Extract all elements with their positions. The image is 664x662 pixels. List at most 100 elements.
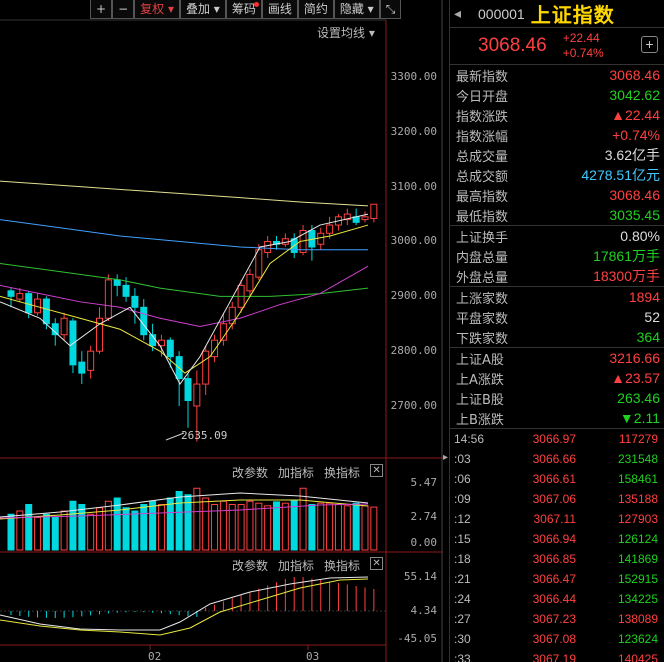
tick-price: 3066.66 xyxy=(532,452,576,466)
toolbar-button[interactable]: − xyxy=(112,0,135,19)
price-tick-label: 3200.00 xyxy=(390,125,437,138)
volume-bar-down xyxy=(7,513,15,551)
tick-price: 3066.97 xyxy=(532,432,576,446)
price-tick-label: 2700.00 xyxy=(390,399,437,412)
quote-row: 上证A股 3216.66 xyxy=(450,348,664,368)
quote-row-label: 平盘家数 xyxy=(456,311,509,327)
tick-time: :27 xyxy=(454,612,471,626)
toolbar-button[interactable]: + xyxy=(90,0,113,19)
candle-down xyxy=(140,306,148,336)
volume-bar-up xyxy=(246,500,254,551)
volume-bar-down xyxy=(69,500,77,551)
toolbar-button[interactable]: 简约 xyxy=(297,0,334,19)
quote-row-label: 最高指数 xyxy=(456,189,509,205)
add-indicator-button[interactable]: 加指标 xyxy=(278,559,315,573)
panel-collapse-handle[interactable]: ▸ xyxy=(443,452,449,463)
toolbar-button[interactable]: ⤡ xyxy=(379,0,402,19)
volume-bar-up xyxy=(193,487,201,551)
quote-row-value: 18300万手 xyxy=(593,268,660,284)
quote-row: 外盘总量 18300万手 xyxy=(450,266,664,286)
close-icon[interactable]: ✕ xyxy=(370,464,384,477)
quote-row-label: 上证换手 xyxy=(456,230,509,246)
quote-row-label: 最低指数 xyxy=(456,209,509,225)
tick-time: :33 xyxy=(454,652,471,662)
volume-bar-down xyxy=(352,502,360,551)
volume-bar-up xyxy=(264,505,272,551)
tick-time: :12 xyxy=(454,512,471,526)
toolbar-button[interactable]: 筹码 xyxy=(225,0,262,19)
toolbar-button[interactable]: 叠加 ▾ xyxy=(179,0,226,19)
candle-up xyxy=(104,279,112,319)
tick-price: 3066.94 xyxy=(532,532,576,546)
volume-bar-up xyxy=(60,510,68,551)
candle-down xyxy=(51,323,59,336)
candle-down xyxy=(113,279,121,286)
tick-price: 3066.47 xyxy=(532,572,576,586)
add-indicator-button[interactable]: 加指标 xyxy=(278,466,315,480)
back-arrow-icon[interactable]: ◂ xyxy=(454,5,462,21)
quote-row-label: 最新指数 xyxy=(456,69,509,85)
toolbar-button[interactable]: 复权 ▾ xyxy=(134,0,180,19)
candle-up xyxy=(343,213,351,221)
change-param-button[interactable]: 改参数 xyxy=(232,559,269,573)
quote-row: 上证B股 263.46 xyxy=(450,388,664,408)
volume-bar-down xyxy=(122,507,130,551)
low-price-annotation: 2635.09 xyxy=(181,429,228,442)
tick-row: :21 3066.47 152915 xyxy=(450,569,664,589)
volume-bar-up xyxy=(237,504,245,551)
quote-row: 上A涨跌 ▲23.57 xyxy=(450,368,664,388)
tick-time: :21 xyxy=(454,572,471,586)
set-ma-button[interactable]: 设置均线 ▾ xyxy=(317,26,375,40)
tick-volume: 126124 xyxy=(617,532,658,546)
toolbar-button[interactable]: 隐藏 ▾ xyxy=(333,0,380,19)
quote-row: 平盘家数 52 xyxy=(450,307,664,327)
close-icon[interactable]: ✕ xyxy=(370,557,384,570)
price-tick-label: 3100.00 xyxy=(390,180,437,193)
price-tick-label: 2900.00 xyxy=(390,289,437,302)
volume-bar-down xyxy=(175,491,183,551)
volume-bar-down xyxy=(42,513,50,551)
candle-down xyxy=(7,290,15,297)
candle-up xyxy=(361,216,369,221)
kline-chart-area[interactable]: + − 复权 ▾ 叠加 ▾ 筹码 画线 简约 隐藏 ▾ ⤡ 设置均线 ▾ 3300.00 320… xyxy=(0,0,443,662)
tick-price: 3067.11 xyxy=(533,512,577,526)
quote-row-value: 3042.62 xyxy=(609,87,660,103)
tick-row: :09 3067.06 135188 xyxy=(450,489,664,509)
kline-chart-canvas[interactable] xyxy=(0,0,443,662)
candle-up xyxy=(211,339,219,358)
volume-bar-down xyxy=(78,504,86,551)
price-tick-label: 3000.00 xyxy=(390,234,437,247)
toolbar-button[interactable]: 画线 xyxy=(261,0,298,19)
tick-time: :09 xyxy=(454,492,471,506)
quote-row: 最高指数 3068.46 xyxy=(450,185,664,205)
tick-time: :03 xyxy=(454,452,471,466)
volume-ma20-line xyxy=(0,503,369,519)
stock-code: 000001 xyxy=(478,5,525,22)
quote-row-value: 52 xyxy=(644,309,660,325)
quote-row: 总成交额 4278.51亿元 xyxy=(450,165,664,185)
candle-up xyxy=(202,350,210,385)
volume-bar-down xyxy=(308,504,316,551)
macd-tick-label: -45.05 xyxy=(397,632,437,645)
quote-row-label: 今日开盘 xyxy=(456,89,509,105)
change-param-button[interactable]: 改参数 xyxy=(232,466,269,480)
quote-row: 指数涨跌 ▲22.44 xyxy=(450,105,664,125)
quote-row-label: 上涨家数 xyxy=(456,291,509,307)
price-tick-label: 3300.00 xyxy=(390,70,437,83)
quote-row: 最新指数 3068.46 xyxy=(450,65,664,85)
add-watchlist-button[interactable]: + xyxy=(641,36,658,53)
quote-row-value: +0.74% xyxy=(612,127,660,143)
tick-price: 3067.06 xyxy=(532,492,576,506)
switch-indicator-button[interactable]: 换指标 xyxy=(324,559,361,573)
volume-bar-up xyxy=(96,507,103,551)
volume-bar-down xyxy=(131,510,139,551)
quote-row: 上证换手 0.80% xyxy=(450,226,664,246)
quote-row: 总成交量 3.62亿手 xyxy=(450,145,664,165)
tick-list[interactable]: 14:56 3066.97 117279:03 3066.66 231548:06 306… xyxy=(450,428,664,662)
volume-bar-up xyxy=(87,513,95,551)
candle-up xyxy=(87,350,95,371)
tick-volume: 158461 xyxy=(617,472,658,486)
candle-down xyxy=(78,361,86,374)
switch-indicator-button[interactable]: 换指标 xyxy=(324,466,361,480)
tick-price: 3067.23 xyxy=(532,612,576,626)
